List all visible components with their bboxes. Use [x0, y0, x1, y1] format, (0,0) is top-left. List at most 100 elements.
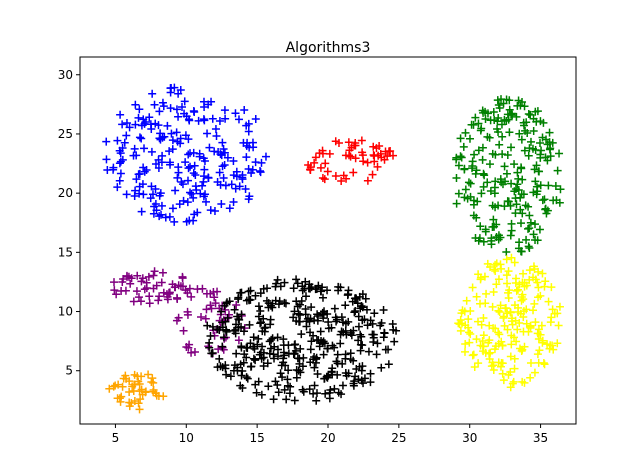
scatter-point — [368, 170, 377, 179]
scatter-point — [478, 106, 487, 115]
scatter-point — [155, 191, 164, 200]
x-tick-label: 35 — [533, 431, 548, 445]
scatter-point — [140, 144, 149, 153]
scatter-point — [110, 286, 119, 295]
scatter-point — [301, 277, 310, 286]
scatter-point — [173, 137, 182, 146]
scatter-point — [134, 113, 143, 122]
scatter-point — [210, 147, 219, 156]
scatter-point — [518, 377, 527, 386]
scatter-point — [337, 390, 346, 399]
scatter-point — [157, 201, 166, 210]
scatter-point — [242, 373, 251, 382]
scatter-point — [260, 327, 269, 336]
scatter-point — [155, 107, 164, 116]
scatter-point — [309, 389, 318, 398]
x-tick-label: 20 — [320, 431, 335, 445]
scatter-point — [102, 137, 111, 146]
scatter-point — [507, 110, 516, 119]
scatter-point — [293, 279, 302, 288]
scatter-point — [294, 366, 303, 375]
scatter-point — [456, 326, 465, 335]
scatter-point — [298, 362, 307, 371]
scatter-point — [127, 399, 136, 408]
scatter-point — [173, 294, 182, 303]
scatter-point — [489, 215, 498, 224]
scatter-point — [515, 344, 524, 353]
scatter-point — [271, 377, 280, 386]
scatter-point — [553, 339, 562, 348]
scatter-point — [237, 371, 246, 380]
scatter-point — [217, 307, 226, 316]
scatter-point — [309, 331, 318, 340]
scatter-point — [479, 342, 488, 351]
scatter-point — [199, 177, 208, 186]
scatter-point — [495, 103, 504, 112]
scatter-point — [257, 354, 266, 363]
scatter-point — [292, 297, 301, 306]
scatter-point — [513, 168, 522, 177]
scatter-point — [254, 334, 263, 343]
scatter-point — [291, 340, 300, 349]
scatter-point — [296, 344, 305, 353]
scatter-point — [535, 138, 544, 147]
scatter-point — [506, 368, 515, 377]
scatter-point — [223, 153, 232, 162]
scatter-point — [457, 309, 466, 318]
scatter-point — [489, 288, 498, 297]
scatter-point — [231, 325, 240, 334]
scatter-point — [115, 146, 124, 155]
scatter-point — [505, 105, 514, 114]
scatter-point — [307, 303, 316, 312]
scatter-point — [336, 339, 345, 348]
scatter-point — [502, 169, 511, 178]
scatter-point — [197, 313, 206, 322]
scatter-point — [273, 275, 282, 284]
scatter-point — [239, 358, 248, 367]
scatter-point — [348, 297, 357, 306]
scatter-point — [135, 405, 144, 414]
scatter-point — [168, 136, 177, 145]
scatter-point — [168, 145, 177, 154]
scatter-point — [187, 189, 196, 198]
scatter-point — [206, 301, 215, 310]
scatter-series-0 — [102, 83, 270, 226]
scatter-point — [498, 150, 507, 159]
scatter-point — [325, 149, 334, 158]
scatter-point — [506, 231, 515, 240]
scatter-point — [245, 192, 254, 201]
scatter-point — [465, 134, 474, 143]
scatter-point — [285, 389, 294, 398]
scatter-point — [317, 287, 326, 296]
scatter-point — [319, 337, 328, 346]
scatter-point — [146, 194, 155, 203]
scatter-point — [483, 109, 492, 118]
scatter-point — [227, 180, 236, 189]
scatter-point — [147, 125, 156, 133]
scatter-point — [539, 359, 548, 368]
scatter-point — [111, 381, 120, 390]
scatter-series-1 — [304, 136, 398, 185]
scatter-point — [499, 312, 508, 321]
scatter-point — [357, 136, 366, 145]
scatter-point — [148, 89, 157, 98]
scatter-point — [312, 396, 321, 405]
scatter-point — [131, 100, 140, 109]
scatter-point — [116, 169, 125, 178]
scatter-point — [479, 237, 488, 246]
scatter-point — [218, 162, 227, 171]
scatter-point — [121, 286, 130, 295]
scatter-point — [542, 135, 551, 144]
scatter-point — [494, 114, 503, 123]
scatter-point — [481, 225, 490, 234]
scatter-point — [162, 290, 171, 299]
scatter-point — [361, 294, 370, 303]
scatter-point — [149, 271, 158, 280]
scatter-point — [316, 327, 325, 336]
scatter-point — [147, 378, 156, 387]
scatter-point — [507, 143, 516, 152]
scatter-series-5 — [203, 275, 401, 405]
scatter-point — [520, 121, 529, 130]
scatter-point — [520, 278, 529, 287]
y-tick-label: 5 — [65, 364, 73, 378]
